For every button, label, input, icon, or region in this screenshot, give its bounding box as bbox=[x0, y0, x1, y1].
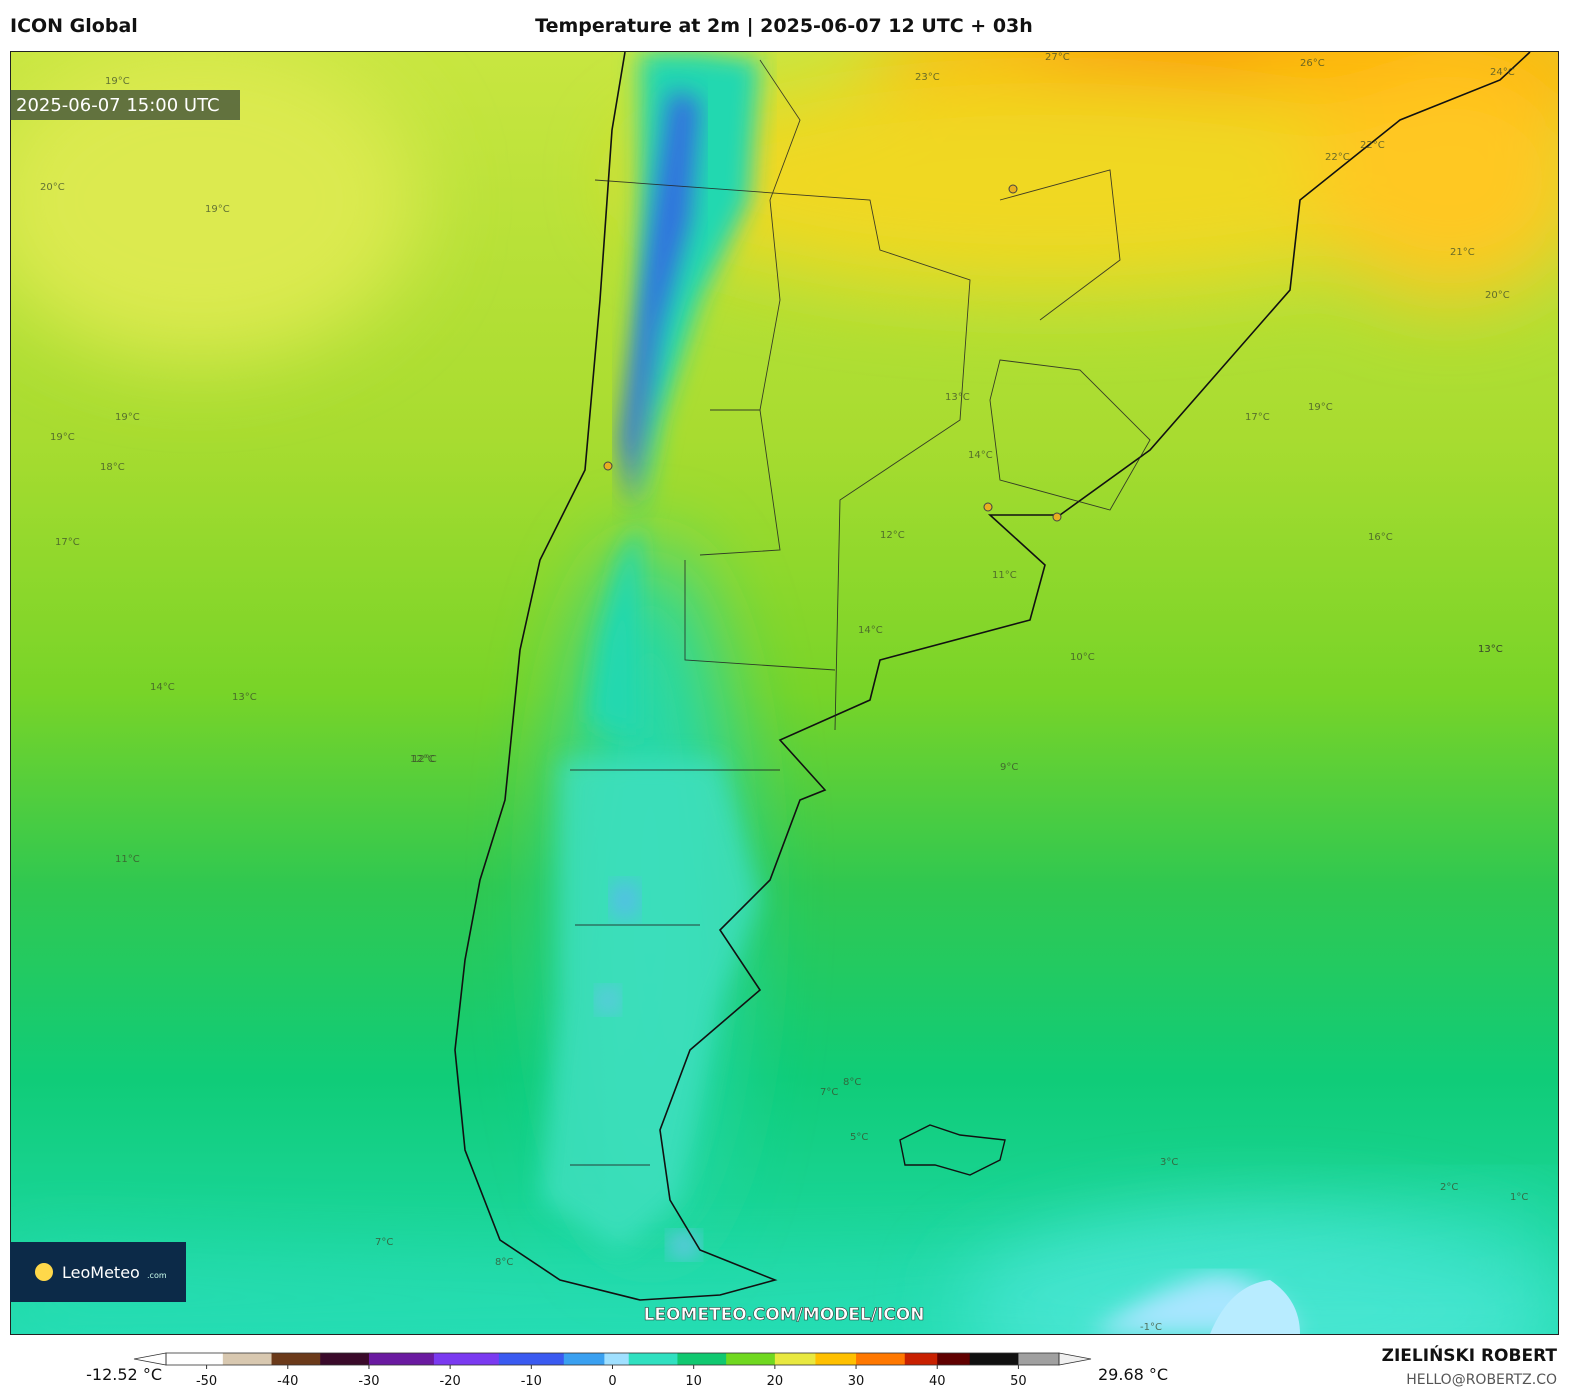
colorbar-segment bbox=[604, 1353, 630, 1365]
falkland-islands bbox=[899, 1124, 1006, 1176]
contour-label: 19°C bbox=[115, 412, 140, 423]
contour-label: 3°C bbox=[1160, 1157, 1178, 1168]
contour-label: 1°C bbox=[1510, 1192, 1528, 1203]
logo-suffix: .com bbox=[147, 1271, 167, 1280]
contour-label: 11°C bbox=[115, 854, 140, 865]
contour-labels: 19°C 19°C 20°C 19°C 19°C 18°C 17°C 14°C 13°C 12°C… bbox=[40, 52, 1528, 1333]
model-name: ICON Global bbox=[10, 15, 138, 37]
colorbar-segment bbox=[320, 1353, 370, 1365]
colorbar-segment bbox=[815, 1353, 857, 1365]
colorbar-segment bbox=[1018, 1353, 1060, 1365]
contour-label: 13°C bbox=[945, 392, 970, 403]
logo-brand: LeoMeteo bbox=[62, 1263, 140, 1282]
colorbar-tick-label: -50 bbox=[196, 1374, 217, 1389]
colorbar: -50 -40 -30 -20 -10 0 10 20 30 40 50 bbox=[133, 1352, 1092, 1389]
contour-label: 7°C bbox=[375, 1237, 393, 1248]
contour-label: 20°C bbox=[40, 182, 65, 193]
contour-label: 13°C bbox=[1478, 644, 1503, 655]
contour-label: 22°C bbox=[1325, 152, 1350, 163]
contour-label: 17°C bbox=[1245, 412, 1270, 423]
colorbar-segment bbox=[774, 1353, 816, 1365]
colorbar-segment bbox=[498, 1353, 565, 1365]
colorbar-segment bbox=[166, 1353, 224, 1365]
contour-label: 18°C bbox=[100, 462, 125, 473]
author: ZIELIŃSKI ROBERT bbox=[1382, 1344, 1558, 1366]
contour-label: 9°C bbox=[1000, 762, 1018, 773]
valid-time-box bbox=[10, 90, 240, 120]
contour-label: 19°C bbox=[205, 204, 230, 215]
colorbar-segment bbox=[222, 1353, 273, 1365]
colorbar-tick-label: 40 bbox=[929, 1374, 946, 1389]
contour-label: 19°C bbox=[105, 76, 130, 87]
colorbar-segment bbox=[271, 1353, 321, 1365]
contour-label: 2°C bbox=[1440, 1182, 1458, 1193]
colorbar-segment bbox=[856, 1353, 906, 1365]
contour-label: 11°C bbox=[992, 570, 1017, 581]
colorbar-tick-label: 20 bbox=[767, 1374, 784, 1389]
colorbar-arrow-low bbox=[133, 1352, 167, 1366]
contour-label: 13°C bbox=[1478, 644, 1503, 655]
colorbar-segment bbox=[969, 1353, 1019, 1365]
contour-label: 14°C bbox=[968, 450, 993, 461]
contour-label: 12°C bbox=[880, 530, 905, 541]
colorbar-tick-label: -30 bbox=[358, 1374, 379, 1389]
contour-label: 24°C bbox=[1490, 67, 1515, 78]
contour-label: 5°C bbox=[850, 1132, 868, 1143]
contour-label: 19°C bbox=[1308, 402, 1333, 413]
contour-label: 8°C bbox=[843, 1077, 861, 1088]
colorbar-segment bbox=[368, 1353, 435, 1365]
colorbar-segment bbox=[726, 1353, 776, 1365]
contour-label: 16°C bbox=[1368, 532, 1393, 543]
colorbar-segment bbox=[937, 1353, 971, 1365]
contour-label: 14°C bbox=[150, 682, 175, 693]
contour-label: 12°C bbox=[412, 754, 437, 765]
colorbar-segment bbox=[563, 1353, 605, 1365]
colorbar-arrow-high bbox=[1058, 1352, 1092, 1366]
colorbar-tick-label: 0 bbox=[608, 1374, 616, 1389]
contour-label: 20°C bbox=[1485, 290, 1510, 301]
colorbar-segment bbox=[677, 1353, 727, 1365]
contour-label: 8°C bbox=[495, 1257, 513, 1268]
colorbar-tick-label: -40 bbox=[277, 1374, 298, 1389]
colorbar-min: -12.52 °C bbox=[86, 1365, 162, 1384]
email: HELLO@ROBERTZ.CO bbox=[1406, 1372, 1557, 1388]
contour-label: -1°C bbox=[1140, 1322, 1162, 1333]
contour-label: 26°C bbox=[1300, 58, 1325, 69]
colorbar-tick-label: -10 bbox=[521, 1374, 542, 1389]
colorbar-tick-label: -20 bbox=[440, 1374, 461, 1389]
contour-label: 22°C bbox=[1360, 140, 1385, 151]
watermark: LEOMETEO.COM/MODEL/ICON bbox=[644, 1305, 925, 1325]
contour-label: 13°C bbox=[232, 692, 257, 703]
contour-label: 10°C bbox=[1070, 652, 1095, 663]
map-title: Temperature at 2m | 2025-06-07 12 UTC + … bbox=[535, 15, 1033, 37]
contour-label: 19°C bbox=[50, 432, 75, 443]
colorbar-tick-label: 30 bbox=[848, 1374, 865, 1389]
contour-label: 23°C bbox=[915, 72, 940, 83]
contour-label: 12°C bbox=[410, 754, 435, 765]
map-frame bbox=[10, 51, 1559, 1335]
logo-sun bbox=[35, 1263, 53, 1281]
colorbar-max: 29.68 °C bbox=[1098, 1365, 1168, 1384]
colorbar-tick-label: 10 bbox=[685, 1374, 702, 1389]
colorbar-segment bbox=[628, 1353, 678, 1365]
colorbar-segment bbox=[433, 1353, 500, 1365]
contour-label: 14°C bbox=[858, 625, 883, 636]
coastline bbox=[454, 51, 1531, 1301]
borders bbox=[570, 59, 1151, 1166]
contour-label: 21°C bbox=[1450, 247, 1475, 258]
city-markers bbox=[603, 184, 1062, 522]
colorbar-segment bbox=[904, 1353, 938, 1365]
contour-label: 27°C bbox=[1045, 52, 1070, 63]
valid-time: 2025-06-07 15:00 UTC bbox=[16, 95, 220, 116]
contour-label: 7°C bbox=[820, 1087, 838, 1098]
contour-label: 17°C bbox=[55, 537, 80, 548]
colorbar-tick-label: 50 bbox=[1010, 1374, 1027, 1389]
